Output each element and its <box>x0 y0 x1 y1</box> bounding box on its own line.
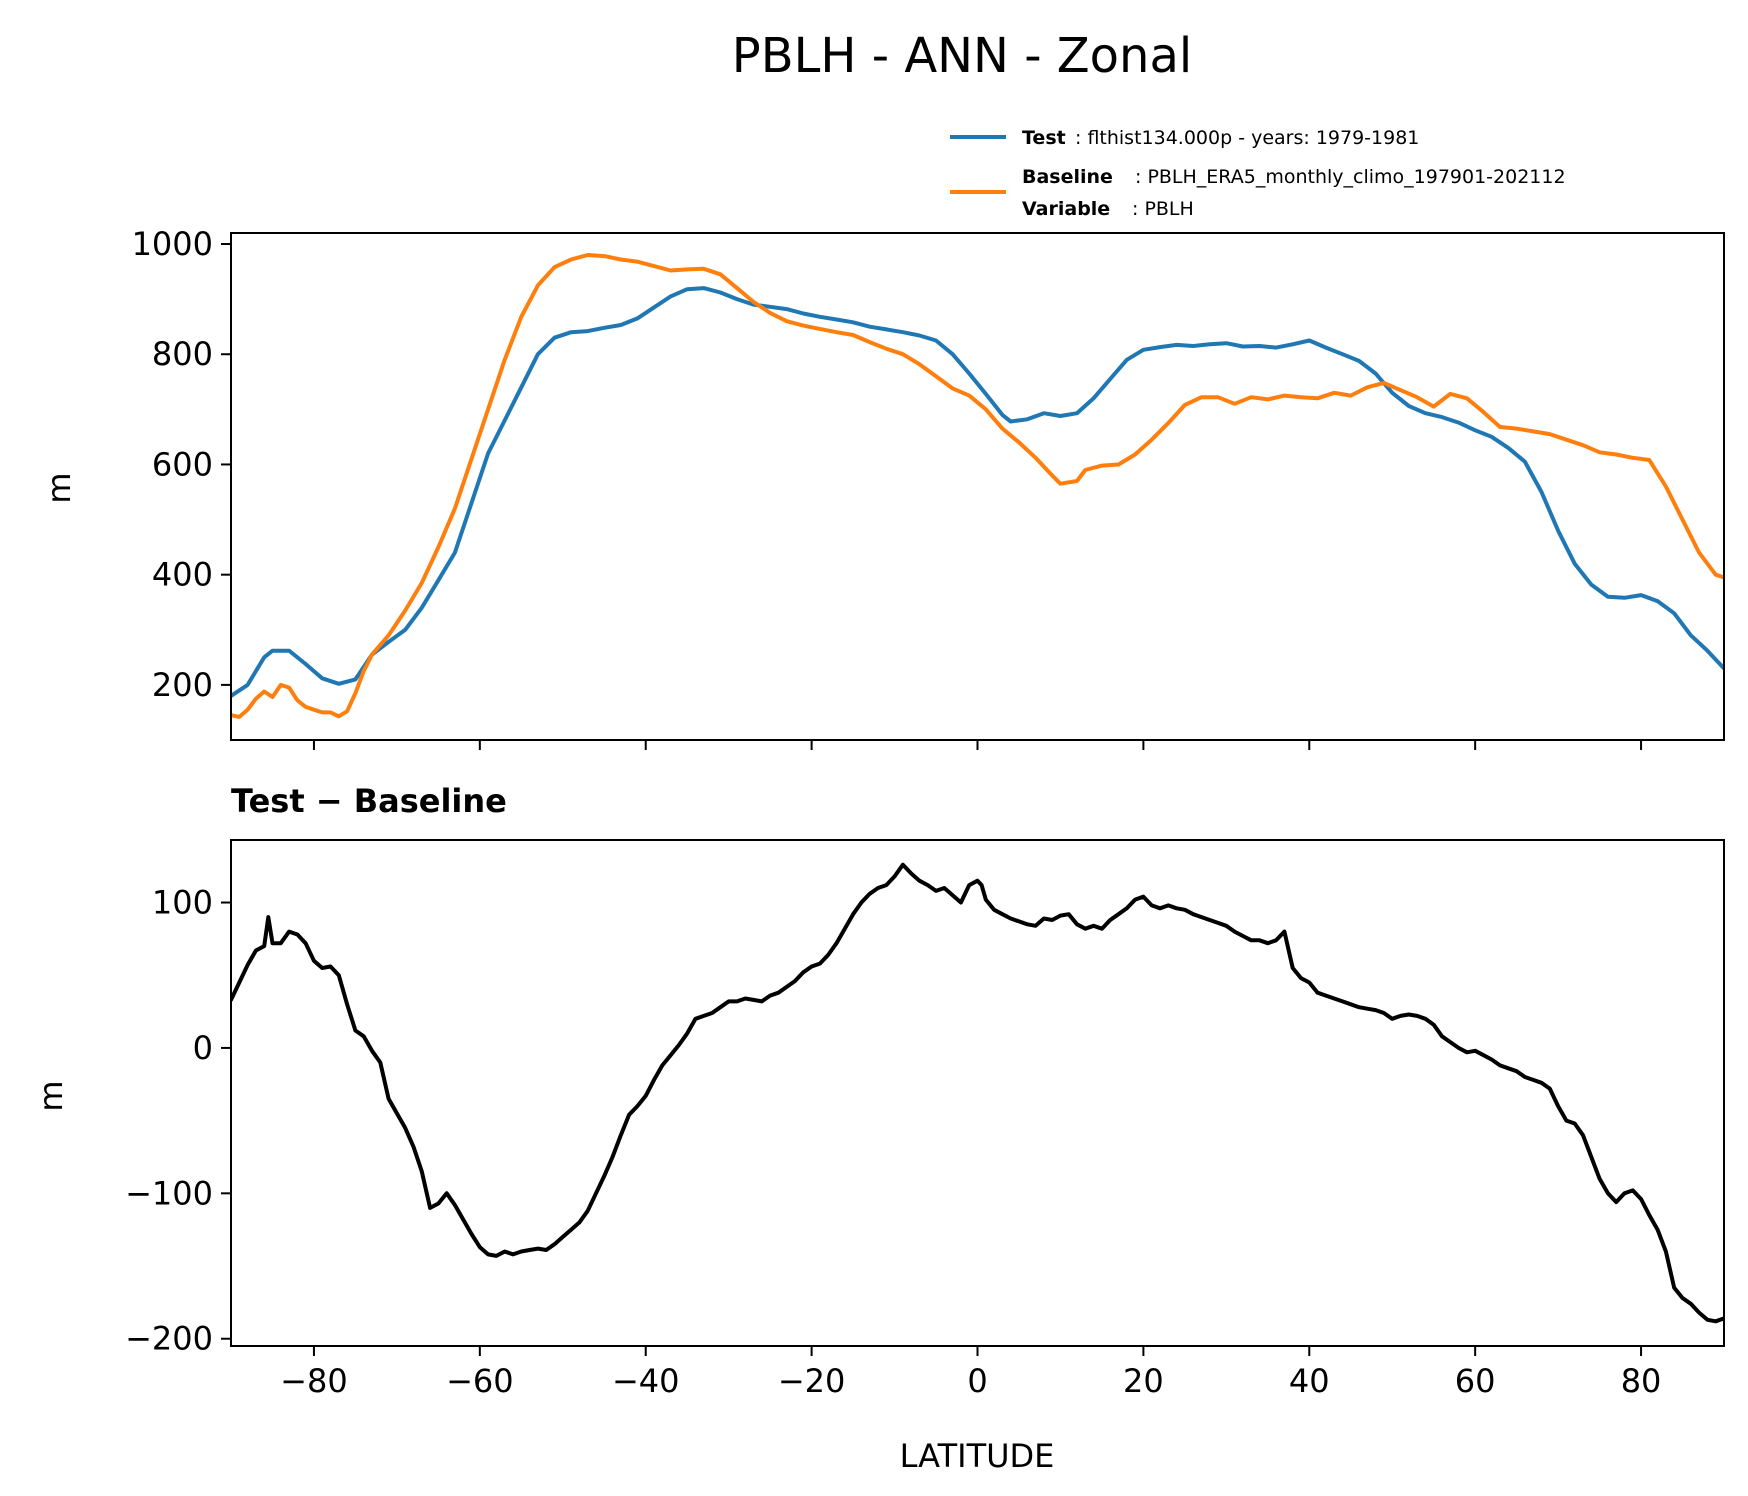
y-tick-label: 0 <box>193 1029 213 1067</box>
legend-baseline-text: : PBLH_ERA5_monthly_climo_197901-202112 <box>1135 166 1566 188</box>
x-tick-label: 80 <box>1621 1362 1662 1400</box>
y-tick-label: 200 <box>152 666 213 704</box>
x-tick-label: 60 <box>1455 1362 1496 1400</box>
x-tick-label: 0 <box>967 1362 987 1400</box>
legend-baseline-key: Baseline <box>1022 166 1113 188</box>
x-tick-label: −40 <box>612 1362 680 1400</box>
x-tick-label: 40 <box>1289 1362 1330 1400</box>
difference-series-line <box>231 862 1724 1324</box>
top-panel-ylabel: m <box>40 472 78 503</box>
legend-test-key: Test <box>1022 127 1066 149</box>
top-panel-zonal-mean: m 200 400 600 800 1000 <box>40 225 1725 750</box>
axes-frame <box>230 232 1725 741</box>
y-tick-label: 800 <box>152 335 213 373</box>
bottom-panel-difference: Test − Baseline m LATITUDE −80 −60 −40 −20 0… <box>32 782 1725 1475</box>
figure-title: PBLH - ANN - Zonal <box>732 28 1192 84</box>
x-axis-label: LATITUDE <box>900 1437 1055 1475</box>
test-series-line <box>231 286 1724 698</box>
legend-variable-text: : PBLH <box>1132 198 1194 220</box>
bottom-panel-title: Test − Baseline <box>231 782 507 820</box>
legend: Test : flthist134.000p - years: 1979-198… <box>950 127 1566 220</box>
y-tick-label: 400 <box>152 556 213 594</box>
y-tick-label: 100 <box>152 884 213 922</box>
legend-variable-key: Variable <box>1022 198 1110 220</box>
x-tick-label: 20 <box>1123 1362 1164 1400</box>
x-tick-label: −80 <box>280 1362 348 1400</box>
y-tick-label: −100 <box>125 1174 213 1212</box>
y-tick-label: 1000 <box>132 225 213 263</box>
y-tick-label: 600 <box>152 445 213 483</box>
y-tick-label: −200 <box>125 1320 213 1358</box>
baseline-series-line <box>231 253 1724 719</box>
axes-frame <box>230 839 1725 1347</box>
legend-test-text: : flthist134.000p - years: 1979-1981 <box>1075 127 1419 149</box>
x-tick-label: −60 <box>446 1362 514 1400</box>
x-tick-label: −20 <box>778 1362 846 1400</box>
bottom-panel-ylabel: m <box>32 1080 70 1111</box>
